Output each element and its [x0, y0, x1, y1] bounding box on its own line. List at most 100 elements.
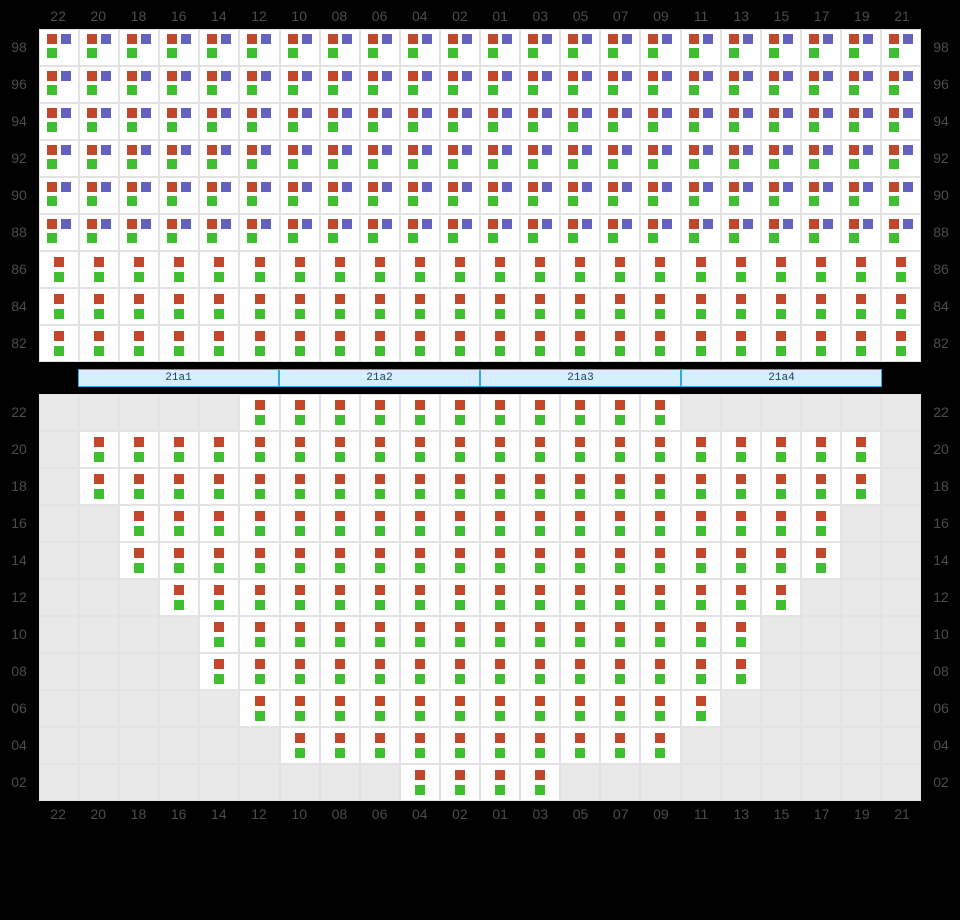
seat-cell[interactable]: [400, 690, 440, 727]
seat-cell[interactable]: [600, 325, 640, 362]
seat-cell[interactable]: [761, 542, 801, 579]
seat-cell[interactable]: [440, 431, 480, 468]
seat-cell[interactable]: [761, 251, 801, 288]
seat-cell[interactable]: [119, 214, 159, 251]
seat-cell[interactable]: [320, 394, 360, 431]
seat-cell[interactable]: [79, 468, 119, 505]
seat-cell[interactable]: [600, 177, 640, 214]
seat-cell[interactable]: [480, 690, 520, 727]
seat-cell[interactable]: [360, 468, 400, 505]
seat-cell[interactable]: [881, 288, 921, 325]
seat-cell[interactable]: [360, 690, 400, 727]
seat-cell[interactable]: [761, 505, 801, 542]
seat-cell[interactable]: [600, 690, 640, 727]
seat-cell[interactable]: [320, 140, 360, 177]
seat-cell[interactable]: [239, 542, 279, 579]
seat-cell[interactable]: [520, 468, 560, 505]
seat-cell[interactable]: [480, 140, 520, 177]
seat-cell[interactable]: [119, 468, 159, 505]
seat-cell[interactable]: [761, 431, 801, 468]
seat-cell[interactable]: [681, 542, 721, 579]
seat-cell[interactable]: [640, 616, 680, 653]
seat-cell[interactable]: [39, 140, 79, 177]
seat-cell[interactable]: [560, 431, 600, 468]
seat-cell[interactable]: [400, 542, 440, 579]
seat-cell[interactable]: [199, 251, 239, 288]
seat-cell[interactable]: [480, 214, 520, 251]
seat-cell[interactable]: [199, 431, 239, 468]
seat-cell[interactable]: [520, 66, 560, 103]
seat-cell[interactable]: [400, 251, 440, 288]
seat-cell[interactable]: [239, 177, 279, 214]
seat-cell[interactable]: [199, 177, 239, 214]
seat-cell[interactable]: [520, 288, 560, 325]
seat-cell[interactable]: [320, 653, 360, 690]
seat-cell[interactable]: [159, 140, 199, 177]
seat-cell[interactable]: [600, 214, 640, 251]
seat-cell[interactable]: [761, 288, 801, 325]
seat-cell[interactable]: [761, 325, 801, 362]
seat-cell[interactable]: [119, 140, 159, 177]
seat-cell[interactable]: [400, 66, 440, 103]
seat-cell[interactable]: [761, 579, 801, 616]
seat-cell[interactable]: [239, 616, 279, 653]
seat-cell[interactable]: [520, 616, 560, 653]
seat-cell[interactable]: [159, 214, 199, 251]
seat-cell[interactable]: [199, 29, 239, 66]
seat-cell[interactable]: [440, 764, 480, 801]
seat-cell[interactable]: [600, 505, 640, 542]
seat-cell[interactable]: [681, 177, 721, 214]
seat-cell[interactable]: [440, 325, 480, 362]
seat-cell[interactable]: [881, 177, 921, 214]
seat-cell[interactable]: [881, 325, 921, 362]
seat-cell[interactable]: [440, 690, 480, 727]
seat-cell[interactable]: [721, 177, 761, 214]
seat-cell[interactable]: [159, 325, 199, 362]
seat-cell[interactable]: [480, 727, 520, 764]
seat-cell[interactable]: [721, 325, 761, 362]
seat-cell[interactable]: [560, 288, 600, 325]
seat-cell[interactable]: [761, 29, 801, 66]
seat-cell[interactable]: [360, 542, 400, 579]
seat-cell[interactable]: [440, 66, 480, 103]
seat-cell[interactable]: [159, 177, 199, 214]
seat-cell[interactable]: [400, 653, 440, 690]
seat-cell[interactable]: [400, 103, 440, 140]
seat-cell[interactable]: [480, 103, 520, 140]
seat-cell[interactable]: [400, 764, 440, 801]
seat-cell[interactable]: [320, 727, 360, 764]
seat-cell[interactable]: [640, 394, 680, 431]
seat-cell[interactable]: [320, 214, 360, 251]
seat-cell[interactable]: [681, 690, 721, 727]
seat-cell[interactable]: [801, 505, 841, 542]
seat-cell[interactable]: [400, 505, 440, 542]
seat-cell[interactable]: [560, 140, 600, 177]
seat-cell[interactable]: [199, 653, 239, 690]
seat-cell[interactable]: [320, 690, 360, 727]
seat-cell[interactable]: [280, 542, 320, 579]
seat-cell[interactable]: [119, 288, 159, 325]
seat-cell[interactable]: [239, 653, 279, 690]
seat-cell[interactable]: [79, 140, 119, 177]
seat-cell[interactable]: [881, 140, 921, 177]
seat-cell[interactable]: [841, 177, 881, 214]
seat-cell[interactable]: [560, 505, 600, 542]
seat-cell[interactable]: [400, 579, 440, 616]
seat-cell[interactable]: [400, 325, 440, 362]
seat-cell[interactable]: [721, 431, 761, 468]
seat-cell[interactable]: [119, 177, 159, 214]
seat-cell[interactable]: [881, 251, 921, 288]
seat-cell[interactable]: [39, 66, 79, 103]
seat-cell[interactable]: [560, 542, 600, 579]
seat-cell[interactable]: [280, 214, 320, 251]
seat-cell[interactable]: [640, 251, 680, 288]
seat-cell[interactable]: [600, 431, 640, 468]
seat-cell[interactable]: [600, 616, 640, 653]
seat-cell[interactable]: [79, 177, 119, 214]
seat-cell[interactable]: [159, 66, 199, 103]
seat-cell[interactable]: [239, 66, 279, 103]
seat-cell[interactable]: [119, 325, 159, 362]
seat-cell[interactable]: [119, 251, 159, 288]
seat-cell[interactable]: [640, 288, 680, 325]
seat-cell[interactable]: [801, 542, 841, 579]
